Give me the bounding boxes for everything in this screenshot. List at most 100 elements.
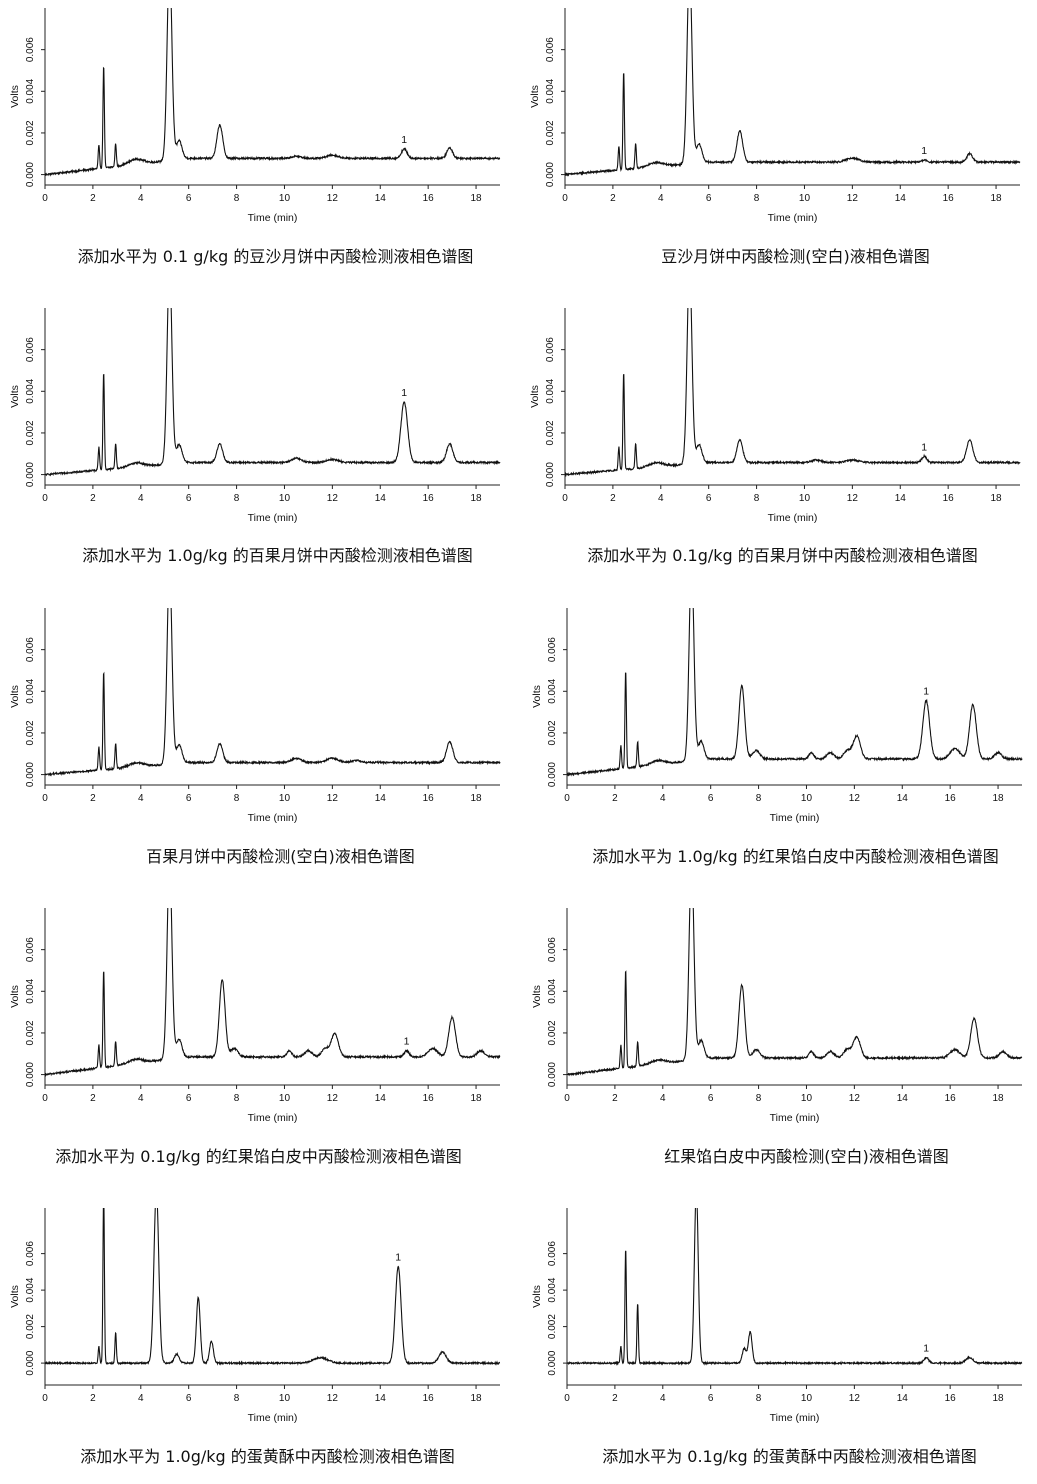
y-axis-label: Volts: [529, 85, 541, 108]
x-tick-label: 2: [90, 193, 96, 204]
chart-caption: 添加水平为 1.0g/kg 的蛋黄酥中丙酸检测液相色谱图: [80, 1447, 455, 1466]
y-tick-label: 0.004: [25, 1277, 36, 1302]
x-tick-label: 18: [470, 493, 482, 504]
y-tick-label: 0.004: [545, 78, 556, 103]
x-tick-label: 2: [612, 1393, 618, 1404]
x-tick-label: 8: [234, 493, 240, 504]
x-tick-label: 2: [90, 1093, 96, 1104]
y-tick-label: 0.006: [25, 637, 36, 662]
x-tick-label: 10: [279, 193, 291, 204]
peak-label: 1: [921, 145, 927, 157]
x-tick-label: 14: [375, 193, 387, 204]
x-tick-label: 12: [327, 1093, 339, 1104]
chromatogram-panel: 0 2 4 6 8 10 12 14 16 18 0.000 0.002 0.004 0.006 Time …: [0, 0, 510, 240]
chromatogram-plot: 0 2 4 6 8 10 12 14 16 18 0.000 0.002 0.004 0.006 Time …: [531, 908, 1023, 1124]
peak-label: 1: [404, 1036, 410, 1048]
x-tick-label: 16: [943, 193, 955, 204]
y-tick-label: 0.004: [25, 978, 36, 1003]
x-tick-label: 4: [660, 1093, 666, 1104]
y-tick-label: 0.006: [25, 1241, 36, 1266]
x-tick-label: 14: [897, 793, 909, 804]
x-tick-label: 10: [279, 1393, 291, 1404]
x-tick-label: 0: [42, 1093, 48, 1104]
x-tick-label: 10: [799, 493, 811, 504]
peak-label: 1: [395, 1251, 401, 1263]
chart-caption: 添加水平为 0.1g/kg 的百果月饼中丙酸检测液相色谱图: [587, 546, 978, 565]
peak-label: 1: [923, 1343, 929, 1355]
chart-caption: 添加水平为 0.1g/kg 的蛋黄酥中丙酸检测液相色谱图: [602, 1447, 977, 1466]
x-tick-label: 6: [708, 1093, 714, 1104]
y-tick-label: 0.000: [25, 762, 36, 787]
x-tick-label: 18: [990, 493, 1002, 504]
x-tick-label: 12: [327, 493, 339, 504]
x-tick-label: 8: [754, 493, 760, 504]
y-tick-label: 0.000: [547, 1350, 558, 1375]
x-tick-label: 4: [658, 493, 664, 504]
x-tick-label: 8: [756, 1393, 762, 1404]
y-tick-label: 0.002: [547, 1020, 558, 1045]
x-tick-label: 12: [847, 493, 859, 504]
y-tick-label: 0.002: [25, 120, 36, 145]
x-tick-label: 6: [706, 193, 712, 204]
x-tick-label: 2: [90, 1393, 96, 1404]
y-axis-label: Volts: [531, 685, 543, 708]
x-tick-label: 2: [612, 793, 618, 804]
x-tick-label: 16: [945, 793, 957, 804]
y-tick-label: 0.004: [25, 78, 36, 103]
x-tick-label: 4: [138, 1093, 144, 1104]
y-tick-label: 0.004: [545, 378, 556, 403]
y-axis-label: Volts: [9, 85, 21, 108]
x-tick-label: 14: [375, 793, 387, 804]
chart-caption: 添加水平为 1.0g/kg 的百果月饼中丙酸检测液相色谱图: [82, 546, 473, 565]
x-tick-label: 10: [279, 1093, 291, 1104]
x-axis-label: Time (min): [248, 1112, 298, 1124]
chromatogram-plot: 0 2 4 6 8 10 12 14 16 18 0.000 0.002 0.004 0.006 Time …: [9, 608, 501, 824]
peak-label: 1: [401, 134, 407, 146]
x-tick-label: 2: [90, 793, 96, 804]
y-tick-label: 0.000: [545, 462, 556, 487]
x-tick-label: 18: [990, 193, 1002, 204]
x-tick-label: 0: [42, 793, 48, 804]
x-axis-label: Time (min): [768, 512, 818, 524]
chromatogram-trace: [565, 8, 1021, 177]
x-tick-label: 6: [186, 493, 192, 504]
x-tick-label: 4: [138, 193, 144, 204]
y-tick-label: 0.002: [25, 1314, 36, 1339]
x-axis-label: Time (min): [770, 1112, 820, 1124]
x-tick-label: 8: [754, 193, 760, 204]
x-tick-label: 10: [799, 193, 811, 204]
x-tick-label: 0: [42, 193, 48, 204]
y-axis-label: Volts: [531, 1285, 543, 1308]
chromatogram-plot: 0 2 4 6 8 10 12 14 16 18 0.000 0.002 0.004 0.006 Time …: [9, 908, 501, 1124]
chart-caption: 添加水平为 0.1 g/kg 的豆沙月饼中丙酸检测液相色谱图: [77, 247, 474, 266]
x-tick-label: 2: [610, 493, 616, 504]
x-tick-label: 18: [992, 1093, 1004, 1104]
x-tick-label: 12: [327, 793, 339, 804]
y-tick-label: 0.006: [547, 637, 558, 662]
x-tick-label: 10: [279, 493, 291, 504]
x-tick-label: 0: [42, 1393, 48, 1404]
x-axis-label: Time (min): [248, 1412, 298, 1424]
x-tick-label: 18: [470, 1093, 482, 1104]
y-tick-label: 0.000: [547, 762, 558, 787]
x-tick-label: 4: [138, 793, 144, 804]
x-tick-label: 12: [849, 1393, 861, 1404]
y-tick-label: 0.002: [547, 1314, 558, 1339]
x-tick-label: 14: [895, 493, 907, 504]
chart-caption: 添加水平为 1.0g/kg 的红果馅白皮中丙酸检测液相色谱图: [592, 847, 999, 866]
y-tick-label: 0.000: [25, 1350, 36, 1375]
chromatogram-trace: [45, 8, 501, 177]
x-tick-label: 6: [186, 193, 192, 204]
chromatogram-panel: 0 2 4 6 8 10 12 14 16 18 0.000 0.002 0.004 0.006 Time …: [0, 600, 510, 840]
y-tick-label: 0.002: [25, 720, 36, 745]
y-tick-label: 0.004: [25, 378, 36, 403]
x-tick-label: 16: [945, 1093, 957, 1104]
x-tick-label: 6: [708, 793, 714, 804]
x-tick-label: 16: [423, 1093, 435, 1104]
x-tick-label: 18: [992, 793, 1004, 804]
x-tick-label: 4: [658, 193, 664, 204]
x-tick-label: 6: [186, 793, 192, 804]
chromatogram-trace: [565, 308, 1021, 478]
x-tick-label: 8: [234, 793, 240, 804]
chromatogram-trace: [45, 608, 501, 777]
